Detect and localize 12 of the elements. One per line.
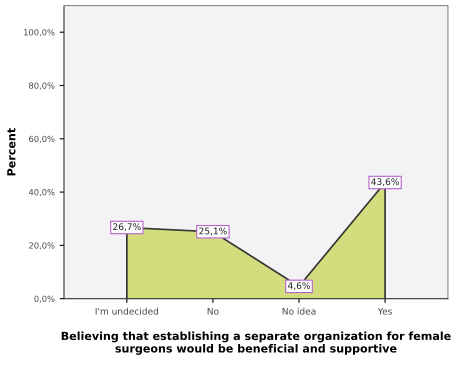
- x-tick-label: Yes: [378, 308, 392, 315]
- x-axis-title: Believing that establishing a separate organization for female surgeons would be beneficial and supportive: [62, 331, 451, 355]
- y-axis-title: Percent: [7, 128, 16, 176]
- y-tick-label: 40,0%: [28, 189, 55, 196]
- y-tick-label: 20,0%: [29, 242, 55, 250]
- x-tick-label: No: [208, 308, 219, 315]
- y-tick-label: 100,0%: [24, 29, 54, 36]
- x-tick-label: I'm undecided: [96, 308, 158, 315]
- x-tick-label: No idea: [282, 308, 316, 315]
- y-tick-label: 0,0%: [34, 296, 55, 303]
- y-tick-label: 60,0%: [29, 136, 55, 143]
- y-tick-label: 80,0%: [29, 82, 55, 90]
